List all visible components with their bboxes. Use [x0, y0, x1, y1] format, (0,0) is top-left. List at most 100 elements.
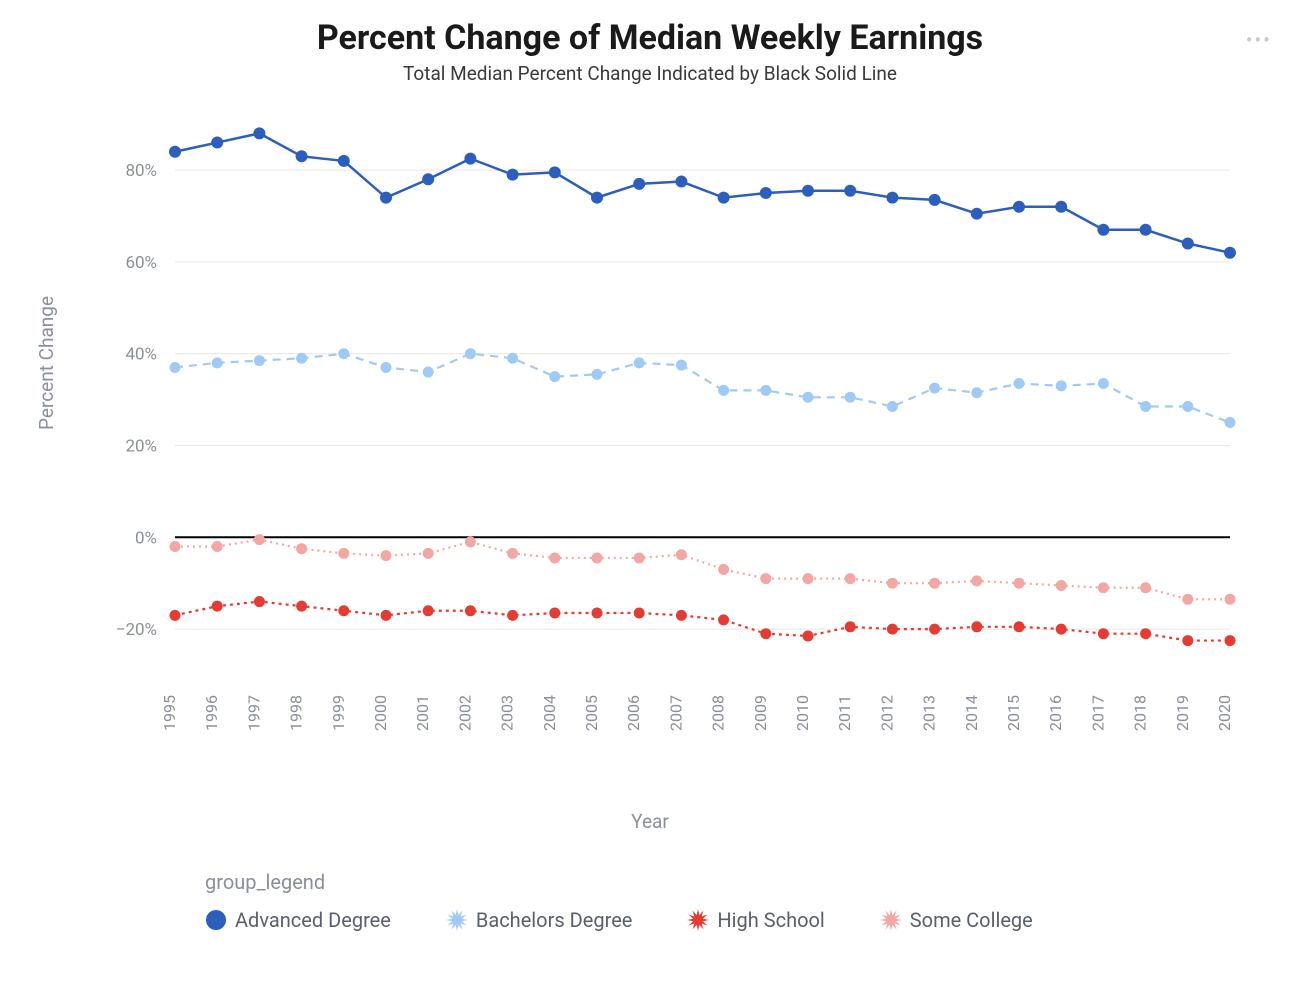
legend-item-label: Advanced Degree — [235, 908, 391, 932]
series-marker — [549, 166, 561, 178]
series-marker — [676, 360, 687, 371]
series-marker — [1224, 247, 1236, 259]
series-marker — [170, 610, 181, 621]
series-marker — [1225, 635, 1236, 646]
series-marker — [718, 614, 729, 625]
series-marker — [592, 369, 603, 380]
series-marker — [380, 192, 392, 204]
legend-swatch-icon — [446, 909, 468, 931]
legend-items: Advanced Degree Bachelors Degree High Scho… — [205, 908, 1033, 932]
series-marker — [338, 348, 349, 359]
series-marker — [1055, 201, 1067, 213]
series-marker — [296, 353, 307, 364]
series-marker — [1097, 224, 1109, 236]
y-tick-label: 60% — [125, 253, 157, 273]
series-marker — [1098, 378, 1109, 389]
series-marker — [803, 573, 814, 584]
series-marker — [886, 192, 898, 204]
series-marker — [254, 355, 265, 366]
series-marker — [718, 385, 729, 396]
series-marker — [1014, 621, 1025, 632]
series-marker — [381, 550, 392, 561]
series-marker — [507, 610, 518, 621]
series-marker — [676, 610, 687, 621]
legend-item-label: Some College — [910, 908, 1033, 932]
x-tick-label: 2018 — [1131, 695, 1150, 731]
series-marker — [675, 176, 687, 188]
series-marker — [592, 608, 603, 619]
legend-swatch-icon — [880, 909, 902, 931]
series-line — [175, 354, 1230, 423]
series-marker — [803, 630, 814, 641]
y-tick-label: 80% — [125, 161, 157, 181]
x-tick-label: 1995 — [160, 695, 179, 731]
series-marker — [971, 208, 983, 220]
series-marker — [422, 173, 434, 185]
series-marker — [718, 564, 729, 575]
series-marker — [1014, 378, 1025, 389]
legend-item[interactable]: High School — [687, 908, 824, 932]
series-marker — [464, 153, 476, 165]
x-tick-label: 2007 — [666, 695, 685, 731]
legend-item[interactable]: Advanced Degree — [205, 908, 391, 932]
series-marker — [381, 610, 392, 621]
series-marker — [211, 137, 223, 149]
series-marker — [338, 155, 350, 167]
chart-container: Percent Change of Median Weekly Earnings… — [0, 0, 1300, 1002]
series-marker — [760, 628, 771, 639]
series-marker — [169, 146, 181, 158]
x-tick-label: 2009 — [751, 695, 770, 731]
x-tick-label: 2019 — [1173, 695, 1192, 731]
x-tick-label: 1997 — [244, 695, 263, 731]
x-tick-label: 2002 — [455, 695, 474, 731]
series-marker — [296, 601, 307, 612]
series-marker — [634, 608, 645, 619]
x-tick-label: 1996 — [202, 695, 221, 731]
series-marker — [929, 194, 941, 206]
legend-item[interactable]: Bachelors Degree — [446, 908, 633, 932]
series-marker — [296, 150, 308, 162]
x-tick-label: 1998 — [287, 695, 306, 731]
series-marker — [845, 621, 856, 632]
series-line — [175, 602, 1230, 641]
series-marker — [1013, 201, 1025, 213]
legend-swatch-icon — [687, 909, 709, 931]
series-marker — [507, 169, 519, 181]
series-marker — [845, 573, 856, 584]
series-marker — [1014, 578, 1025, 589]
series-marker — [254, 534, 265, 545]
legend-item[interactable]: Some College — [880, 908, 1033, 932]
series-marker — [212, 357, 223, 368]
series-marker — [887, 401, 898, 412]
series-marker — [971, 387, 982, 398]
x-tick-label: 2017 — [1088, 695, 1107, 731]
series-marker — [634, 552, 645, 563]
series-marker — [296, 543, 307, 554]
series-marker — [676, 549, 687, 560]
x-tick-label: 2005 — [582, 695, 601, 731]
series-marker — [212, 541, 223, 552]
series-marker — [929, 578, 940, 589]
series-marker — [1056, 380, 1067, 391]
series-marker — [465, 536, 476, 547]
series-marker — [1140, 224, 1152, 236]
series-marker — [1182, 238, 1194, 250]
series-marker — [338, 548, 349, 559]
series-marker — [254, 596, 265, 607]
series-marker — [549, 371, 560, 382]
series-marker — [634, 357, 645, 368]
x-tick-label: 2004 — [540, 695, 559, 731]
series-marker — [929, 624, 940, 635]
series-marker — [549, 552, 560, 563]
series-marker — [1140, 582, 1151, 593]
series-marker — [591, 192, 603, 204]
x-tick-label: 2000 — [371, 695, 390, 731]
series-marker — [760, 573, 771, 584]
series-marker — [633, 178, 645, 190]
series-marker — [423, 548, 434, 559]
x-tick-label: 2011 — [835, 695, 854, 731]
series-marker — [803, 392, 814, 403]
series-marker — [423, 605, 434, 616]
series-marker — [971, 575, 982, 586]
series-marker — [971, 621, 982, 632]
